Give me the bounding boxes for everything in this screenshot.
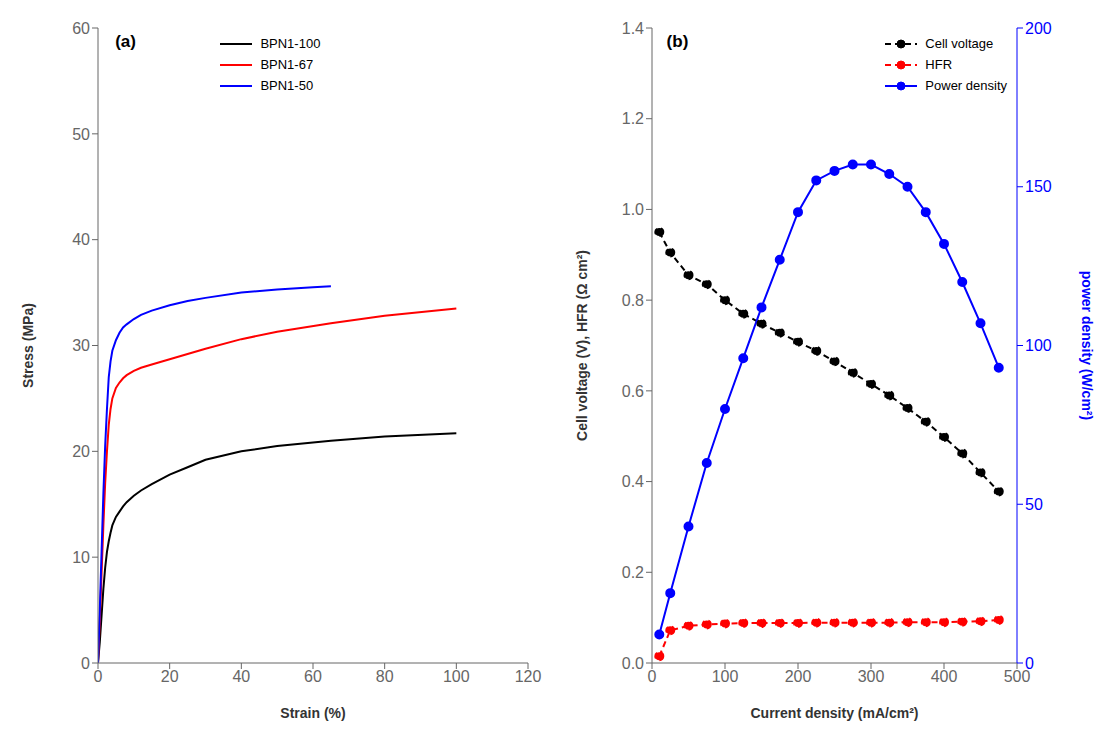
svg-text:150: 150 — [1025, 178, 1052, 195]
svg-text:0.2: 0.2 — [622, 564, 644, 581]
svg-text:power density (W/cm²): power density (W/cm²) — [1079, 271, 1095, 420]
svg-text:50: 50 — [1025, 496, 1043, 513]
svg-text:1.2: 1.2 — [622, 110, 644, 127]
svg-text:200: 200 — [785, 668, 812, 685]
html-text:HFR: HFR — [925, 57, 953, 72]
svg-text:50: 50 — [72, 126, 90, 143]
svg-text:Current density (mA/cm²): Current density (mA/cm²) — [750, 705, 918, 721]
html-text:Power density: Power density — [925, 78, 1007, 93]
svg-text:0: 0 — [81, 655, 90, 672]
html-text:BPN1-100: BPN1-100 — [260, 36, 321, 51]
svg-text:Stress (MPa): Stress (MPa) — [20, 303, 36, 388]
svg-text:100: 100 — [1025, 337, 1052, 354]
html-text:Cell voltage: Cell voltage — [925, 36, 994, 51]
svg-text:500: 500 — [1003, 668, 1031, 686]
svg-text:40: 40 — [232, 668, 250, 685]
svg-text:0: 0 — [648, 668, 657, 685]
svg-text:300: 300 — [858, 668, 885, 685]
svg-text:400: 400 — [931, 668, 958, 685]
svg-text:0.0: 0.0 — [622, 655, 644, 672]
svg-text:0: 0 — [1025, 655, 1034, 672]
svg-text:100: 100 — [712, 668, 739, 685]
html-text:(a): (a) — [115, 32, 136, 51]
svg-text:0.4: 0.4 — [622, 473, 644, 490]
svg-text:200: 200 — [1025, 20, 1052, 37]
svg-text:60: 60 — [72, 20, 90, 37]
svg-text:1.0: 1.0 — [622, 201, 644, 218]
svg-text:60: 60 — [304, 668, 322, 685]
svg-text:Cell voltage (V), HFR (Ω cm²): Cell voltage (V), HFR (Ω cm²) — [574, 250, 590, 441]
svg-text:1.4: 1.4 — [622, 20, 644, 37]
svg-text:100: 100 — [443, 668, 470, 685]
svg-text:120: 120 — [515, 668, 542, 685]
svg-text:10: 10 — [72, 549, 90, 566]
html-text:(b): (b) — [666, 32, 689, 51]
svg-text:Strain (%): Strain (%) — [280, 705, 345, 721]
html-text:BPN1-67: BPN1-67 — [260, 57, 314, 72]
svg-text:20: 20 — [161, 668, 179, 685]
svg-text:20: 20 — [72, 443, 90, 460]
svg-text:80: 80 — [376, 668, 394, 685]
svg-text:0.8: 0.8 — [622, 292, 644, 309]
svg-text:40: 40 — [72, 231, 90, 248]
svg-text:30: 30 — [72, 337, 90, 354]
svg-text:0: 0 — [94, 668, 103, 685]
html-text:BPN1-50: BPN1-50 — [260, 78, 314, 93]
svg-text:0.6: 0.6 — [622, 383, 644, 400]
